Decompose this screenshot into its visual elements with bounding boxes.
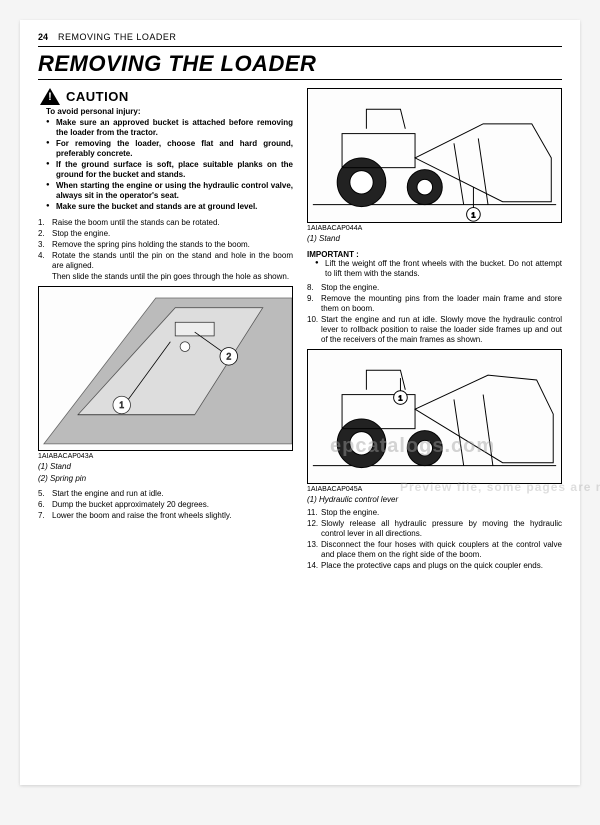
- figure-caption: (2) Spring pin: [38, 474, 293, 484]
- important-item: Lift the weight off the front wheels wit…: [315, 259, 562, 279]
- step: 12.Slowly release all hydraulic pressure…: [307, 519, 562, 539]
- main-title: REMOVING THE LOADER: [38, 47, 562, 79]
- figure-caption: (1) Hydraulic control lever: [307, 495, 562, 505]
- important-label: IMPORTANT :: [307, 250, 562, 259]
- caution-item: For removing the loader, choose flat and…: [46, 139, 293, 159]
- left-column: CAUTION To avoid personal injury: Make s…: [38, 88, 293, 572]
- step: 9.Remove the mounting pins from the load…: [307, 294, 562, 314]
- step: 11.Stop the engine.: [307, 508, 562, 518]
- caution-list: Make sure an approved bucket is attached…: [46, 118, 293, 212]
- important-list: Lift the weight off the front wheels wit…: [315, 259, 562, 279]
- caution-word: CAUTION: [66, 89, 129, 104]
- header-title: REMOVING THE LOADER: [58, 32, 176, 42]
- figure-code: 1AIABACAP045A: [307, 486, 562, 493]
- step: 5.Start the engine and run at idle.: [38, 489, 293, 499]
- figure-stand-detail: 1 2: [38, 286, 293, 451]
- svg-text:1: 1: [398, 393, 402, 402]
- caution-lead: To avoid personal injury:: [46, 107, 293, 116]
- caution-item: When starting the engine or using the hy…: [46, 181, 293, 201]
- figure-tractor-stand: 1: [307, 88, 562, 223]
- two-column-layout: CAUTION To avoid personal injury: Make s…: [38, 88, 562, 572]
- warning-triangle-icon: [40, 88, 60, 105]
- caution-item: Make sure the bucket and stands are at g…: [46, 202, 293, 212]
- step: 2.Stop the engine.: [38, 229, 293, 239]
- svg-text:1: 1: [119, 400, 124, 410]
- step: 8.Stop the engine.: [307, 283, 562, 293]
- step: 13.Disconnect the four hoses with quick …: [307, 540, 562, 560]
- caution-heading: CAUTION: [38, 88, 293, 105]
- caution-item: Make sure an approved bucket is attached…: [46, 118, 293, 138]
- step-list: 8.Stop the engine. 9.Remove the mounting…: [307, 283, 562, 345]
- figure-caption: (1) Stand: [38, 462, 293, 472]
- step: 6.Dump the bucket approximately 20 degre…: [38, 500, 293, 510]
- caution-item: If the ground surface is soft, place sui…: [46, 160, 293, 180]
- figure-code: 1AIABACAP044A: [307, 225, 562, 232]
- step-continuation: Then slide the stands until the pin goes…: [38, 272, 293, 282]
- page-number: 24: [38, 32, 48, 42]
- step: 1.Raise the boom until the stands can be…: [38, 218, 293, 228]
- step-list: 5.Start the engine and run at idle. 6.Du…: [38, 489, 293, 521]
- step: 4.Rotate the stands until the pin on the…: [38, 251, 293, 271]
- svg-text:1: 1: [471, 210, 475, 219]
- right-column: 1 1AIABACAP044A (1) Stand IMPORTANT : Li…: [307, 88, 562, 572]
- manual-page: 24 REMOVING THE LOADER REMOVING THE LOAD…: [20, 20, 580, 785]
- rule: [38, 79, 562, 80]
- step-list: 11.Stop the engine. 12.Slowly release al…: [307, 508, 562, 571]
- running-header: 24 REMOVING THE LOADER: [38, 32, 562, 42]
- step-list: 1.Raise the boom until the stands can be…: [38, 218, 293, 282]
- step: 7.Lower the boom and raise the front whe…: [38, 511, 293, 521]
- step: 14.Place the protective caps and plugs o…: [307, 561, 562, 571]
- figure-code: 1AIABACAP043A: [38, 453, 293, 460]
- figure-tractor-lever: 1: [307, 349, 562, 484]
- step: 10.Start the engine and run at idle. Slo…: [307, 315, 562, 345]
- figure-caption: (1) Stand: [307, 234, 562, 244]
- svg-text:2: 2: [226, 351, 231, 361]
- step: 3.Remove the spring pins holding the sta…: [38, 240, 293, 250]
